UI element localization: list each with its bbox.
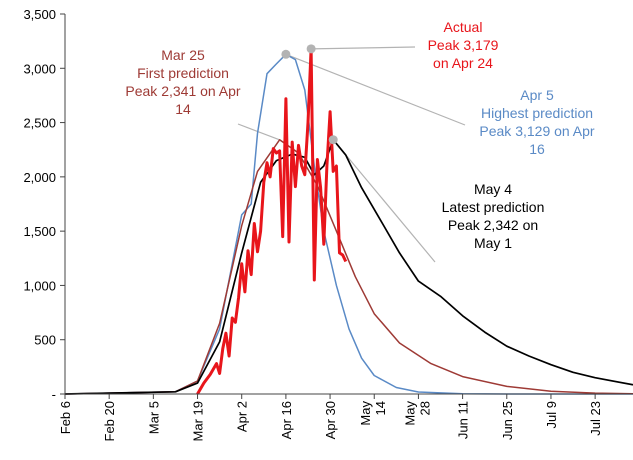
series-line-actual xyxy=(196,47,348,395)
annotation-line: Apr 5 xyxy=(520,87,554,103)
y-tick-label: 1,000 xyxy=(23,278,56,293)
x-tick-label: Mar 19 xyxy=(191,401,206,441)
y-tick-label: 3,000 xyxy=(23,61,56,76)
y-tick-label: 1,500 xyxy=(23,224,56,239)
annotation-line: Peak 2,342 on xyxy=(447,217,539,233)
annotation-line: Peak 3,129 on Apr xyxy=(479,123,595,139)
x-tick-label: May28 xyxy=(402,401,432,426)
leader-line xyxy=(237,123,280,141)
annotation-line: May 1 xyxy=(473,235,513,251)
annotation-line: Actual xyxy=(443,19,483,35)
peak-markers xyxy=(281,44,338,145)
annotation-line: 14 xyxy=(175,101,191,117)
leader-lines xyxy=(237,46,466,263)
x-tick-label: Jul 9 xyxy=(544,401,559,428)
y-tick-label: 2,000 xyxy=(23,170,56,185)
x-tick-label: Jul 23 xyxy=(588,401,603,436)
y-tick-label: - xyxy=(52,387,56,402)
x-tick-label: Feb 6 xyxy=(58,401,73,434)
peak-marker xyxy=(306,44,316,54)
annotation-line: Peak 3,179 xyxy=(427,37,499,53)
annotation-latest-prediction: May 4 Latest prediction Peak 2,342 on Ma… xyxy=(428,180,558,252)
leader-line xyxy=(285,53,466,126)
annotation-line: First prediction xyxy=(137,65,229,81)
axes: - 500 1,000 1,500 2,000 2,500 3,000 3,500 Feb 6 F… xyxy=(23,7,633,441)
x-tick-label: Apr 2 xyxy=(235,401,250,432)
y-tick-label: 500 xyxy=(34,333,56,348)
peak-marker xyxy=(328,135,338,145)
annotation-line: Mar 25 xyxy=(161,47,205,63)
series-line-mar25 xyxy=(64,139,633,395)
leader-line xyxy=(311,46,416,50)
annotation-line: Latest prediction xyxy=(441,199,545,215)
x-tick-label: Feb 20 xyxy=(102,401,117,441)
series-line-may4 xyxy=(64,138,633,395)
series-line-apr5 xyxy=(64,53,633,395)
annotation-first-prediction: Mar 25 First prediction Peak 2,341 on Ap… xyxy=(108,46,258,118)
peak-marker xyxy=(281,49,291,59)
x-tick-label: Jun 25 xyxy=(500,401,515,440)
x-tick-label: May14 xyxy=(358,401,388,426)
annotation-line: 16 xyxy=(529,141,545,157)
x-tick-label: Apr 30 xyxy=(323,401,338,439)
leader-line xyxy=(332,139,436,263)
x-tick-label: Mar 5 xyxy=(146,401,161,434)
x-tick-label: Apr 16 xyxy=(279,401,294,439)
annotation-line: on Apr 24 xyxy=(433,55,493,71)
annotation-actual: Actual Peak 3,179 on Apr 24 xyxy=(408,18,518,72)
annotation-line: Peak 2,341 on Apr xyxy=(125,83,241,99)
x-tick-label: Jun 11 xyxy=(456,401,471,439)
series-lines xyxy=(64,47,633,395)
y-tick-label: 3,500 xyxy=(23,7,56,22)
annotation-highest-prediction: Apr 5 Highest prediction Peak 3,129 on A… xyxy=(462,86,612,158)
annotation-line: Highest prediction xyxy=(480,105,594,121)
y-tick-label: 2,500 xyxy=(23,116,56,131)
annotation-line: May 4 xyxy=(473,181,513,197)
